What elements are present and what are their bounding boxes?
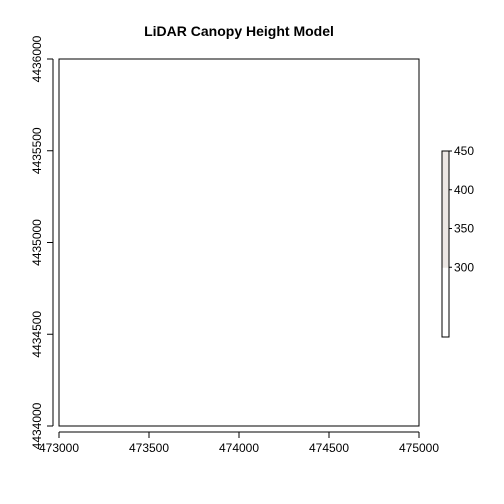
plot-area [58,58,420,427]
x-tick-label: 473500 [129,441,169,455]
x-tick-label: 473000 [39,441,79,455]
y-tick-label: 4434500 [30,311,44,358]
x-axis: 473000 473500 474000 474500 475000 [39,431,439,455]
color-legend: 300 350 400 450 [441,144,474,338]
legend-tick-label: 350 [454,222,474,236]
y-tick-label: 4435500 [30,127,44,174]
legend-tick-label: 400 [454,183,474,197]
x-tick-label: 475000 [399,441,439,455]
legend-tick-label: 300 [454,260,474,274]
y-axis: 4434000 4434500 4435000 4435500 4436000 [30,35,54,449]
x-tick-label: 474500 [309,441,349,455]
chart-title: LiDAR Canopy Height Model [144,23,334,39]
y-tick-label: 4436000 [30,35,44,82]
legend-color-fill [442,151,449,268]
x-tick-label: 474000 [219,441,259,455]
legend-tick-label: 450 [454,144,474,158]
y-tick-label: 4435000 [30,219,44,266]
y-tick-label: 4434000 [30,402,44,449]
